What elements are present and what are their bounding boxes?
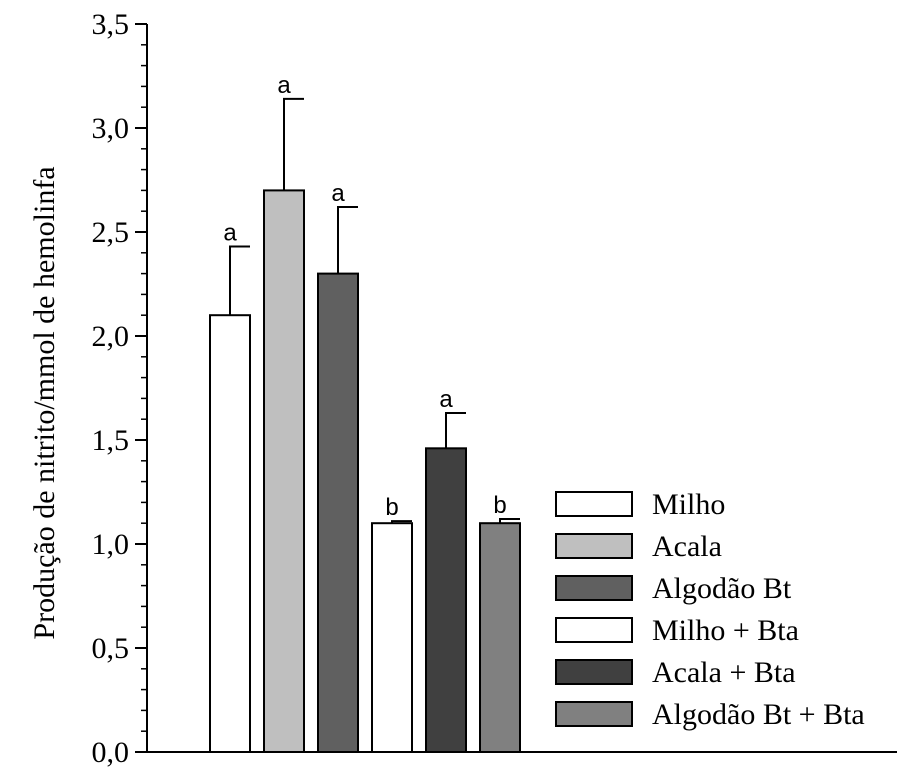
- y-tick-label: 3,0: [92, 112, 130, 145]
- y-tick-label: 0,0: [92, 736, 130, 767]
- y-axis-label: Produção de nitrito/mmol de hemolinfa: [28, 166, 61, 639]
- significance-letter: a: [223, 220, 237, 247]
- legend-label: Algodão Bt + Bta: [652, 698, 865, 731]
- bar: [263, 189, 305, 753]
- bars: a a a b a b: [209, 72, 521, 754]
- bar: [425, 447, 467, 753]
- legend-swatch: [555, 701, 633, 727]
- significance-letter: a: [277, 72, 291, 99]
- y-tick-label: 1,5: [92, 424, 130, 457]
- y-tick-label: 3,5: [92, 8, 130, 41]
- legend-label: Milho + Bta: [652, 614, 799, 647]
- legend-label: Acala + Bta: [652, 656, 796, 689]
- legend: Milho Acala Algodão Bt Milho + Bta Acala + B…: [555, 488, 865, 731]
- y-tick-label: 2,0: [92, 320, 130, 353]
- y-tick-label: 2,5: [92, 216, 130, 249]
- significance-letter: b: [385, 494, 398, 521]
- legend-swatch: [555, 533, 633, 559]
- y-tick-label: 0,5: [92, 632, 130, 665]
- legend-swatch: [555, 491, 633, 517]
- legend-label: Acala: [652, 530, 722, 563]
- bar: [317, 272, 359, 753]
- legend-label: Algodão Bt: [652, 572, 792, 605]
- significance-letter: b: [493, 492, 506, 519]
- legend-label: Milho: [652, 488, 725, 521]
- bar: [371, 522, 413, 754]
- y-tick-label: 1,0: [92, 528, 130, 561]
- legend-swatch: [555, 659, 633, 685]
- bar: [209, 314, 251, 753]
- bar: [479, 522, 521, 754]
- legend-swatch: [555, 617, 633, 643]
- significance-letter: a: [331, 180, 345, 207]
- significance-letter: a: [439, 386, 453, 413]
- legend-swatch: [555, 575, 633, 601]
